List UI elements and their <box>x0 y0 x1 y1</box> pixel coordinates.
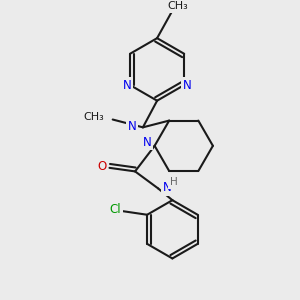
Text: O: O <box>97 160 106 173</box>
Text: N: N <box>123 79 132 92</box>
Text: N: N <box>143 136 152 149</box>
Text: CH₃: CH₃ <box>167 1 188 11</box>
Text: N: N <box>128 120 136 133</box>
Text: N: N <box>162 181 171 194</box>
Text: Cl: Cl <box>110 203 121 216</box>
Text: CH₃: CH₃ <box>83 112 104 122</box>
Text: N: N <box>183 79 191 92</box>
Text: H: H <box>169 177 177 187</box>
